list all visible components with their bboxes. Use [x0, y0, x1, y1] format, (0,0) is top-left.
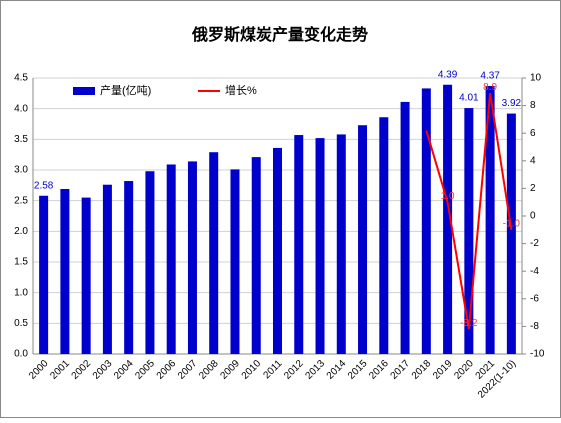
y2-tick-label: 4 [530, 155, 536, 166]
bar [102, 184, 112, 354]
bar [294, 135, 304, 354]
bar [464, 108, 474, 354]
y2-tick-label: -4 [530, 266, 539, 277]
line-value-label: 1.0 [441, 191, 455, 202]
y2-tick-label: 6 [530, 128, 536, 139]
legend-label: 增长% [225, 83, 257, 97]
y-tick-label: 2.0 [14, 226, 28, 237]
bar [336, 134, 346, 354]
bar [379, 117, 389, 355]
legend-label: 产量(亿吨) [100, 83, 151, 97]
bar-value-label: 4.37 [480, 71, 500, 82]
bar [400, 101, 410, 354]
bar [443, 84, 453, 354]
bar-value-label: 4.01 [459, 93, 479, 104]
y-tick-label: 0.0 [14, 349, 28, 360]
y2-tick-label: 0 [530, 211, 536, 222]
y-tick-label: 4.0 [14, 103, 28, 114]
y2-tick-label: -6 [530, 293, 539, 304]
bar [187, 161, 197, 354]
y2-tick-label: 8 [530, 100, 536, 111]
line-value-label: -8.2 [460, 318, 478, 329]
y-tick-label: 1.5 [14, 257, 28, 268]
chart-title: 俄罗斯煤炭产量变化走势 [191, 25, 368, 44]
bar [421, 88, 431, 354]
line-value-label: 8.9 [483, 82, 497, 93]
y-tick-label: 3.0 [14, 165, 28, 176]
bar [315, 138, 325, 354]
line [425, 93, 513, 330]
bar-value-label: 4.39 [438, 69, 458, 80]
legend-swatch [73, 87, 95, 95]
y-tick-label: 3.5 [14, 134, 28, 145]
bar [81, 197, 91, 354]
bar [230, 169, 240, 354]
y-tick-label: 2.5 [14, 195, 28, 206]
bar [358, 125, 368, 354]
bar [506, 113, 516, 354]
y-tick-label: 1.0 [14, 287, 28, 298]
y-tick-label: 4.5 [14, 73, 28, 84]
bar [209, 152, 219, 354]
bar [273, 147, 282, 354]
bar [60, 189, 70, 354]
y2-tick-label: -2 [530, 238, 539, 249]
bar [251, 157, 261, 354]
bar [485, 85, 495, 355]
bar-value-label: 2.58 [34, 180, 54, 191]
bar [124, 181, 134, 354]
y2-tick-label: 2 [530, 183, 536, 194]
bar [166, 164, 176, 354]
bar [39, 195, 49, 354]
line-value-label: -1.0 [503, 218, 521, 229]
y2-tick-label: 10 [530, 73, 542, 84]
bar-value-label: 3.92 [502, 98, 522, 109]
y2-tick-label: -10 [530, 349, 545, 360]
bar [145, 171, 155, 354]
y2-tick-label: -8 [530, 321, 539, 332]
y-tick-label: 0.5 [14, 318, 28, 329]
